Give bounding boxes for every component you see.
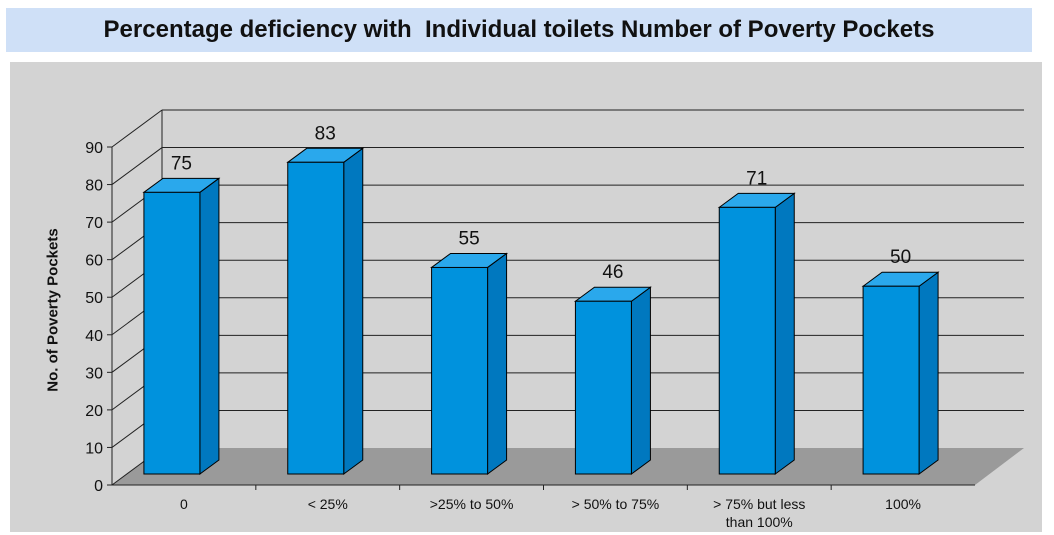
x-tick-label: >25% to 50% <box>430 496 514 512</box>
y-tick-label: 30 <box>85 365 103 382</box>
chart-title-band: Percentage deficiency with Individual to… <box>6 8 1032 52</box>
y-tick-label: 10 <box>85 440 103 457</box>
gridline-depth <box>111 147 163 185</box>
y-tick-label: 50 <box>85 290 103 307</box>
data-label: 71 <box>746 168 767 189</box>
y-axis-label: No. of Poverty Pockets <box>44 228 62 392</box>
data-label: 75 <box>171 153 192 174</box>
chart-title: Percentage deficiency with Individual to… <box>103 16 935 43</box>
data-label: 50 <box>890 247 911 268</box>
bar <box>287 161 345 475</box>
bar-side <box>918 271 939 475</box>
data-label: 83 <box>315 123 336 144</box>
y-tick-label: 60 <box>85 253 103 270</box>
x-tick-label: > 75% but less <box>713 496 805 512</box>
y-tick-label: 70 <box>85 215 103 232</box>
y-tick-label: 20 <box>85 403 103 420</box>
x-tick-label: > 50% to 75% <box>572 496 660 512</box>
y-tick-label: 90 <box>85 140 103 157</box>
x-tick-label: than 100% <box>726 514 793 530</box>
bar-side <box>487 252 508 475</box>
bar <box>574 300 632 475</box>
bar-side <box>630 286 651 475</box>
bar-side <box>774 192 795 475</box>
y-tick-label: 80 <box>85 178 103 195</box>
y-tick-label: 0 <box>94 478 103 495</box>
y-tick-label: 40 <box>85 328 103 345</box>
x-tick-label: < 25% <box>308 496 348 512</box>
bar <box>718 206 776 475</box>
data-label: 46 <box>602 262 623 283</box>
bar <box>143 191 201 475</box>
bar-side <box>199 177 220 475</box>
bar <box>862 285 920 475</box>
bar-side <box>343 147 364 475</box>
bar <box>431 266 489 475</box>
gridline-depth <box>111 109 163 148</box>
data-label: 55 <box>459 228 480 249</box>
x-tick-label: 100% <box>885 496 921 512</box>
x-tick-label: 0 <box>180 496 188 512</box>
